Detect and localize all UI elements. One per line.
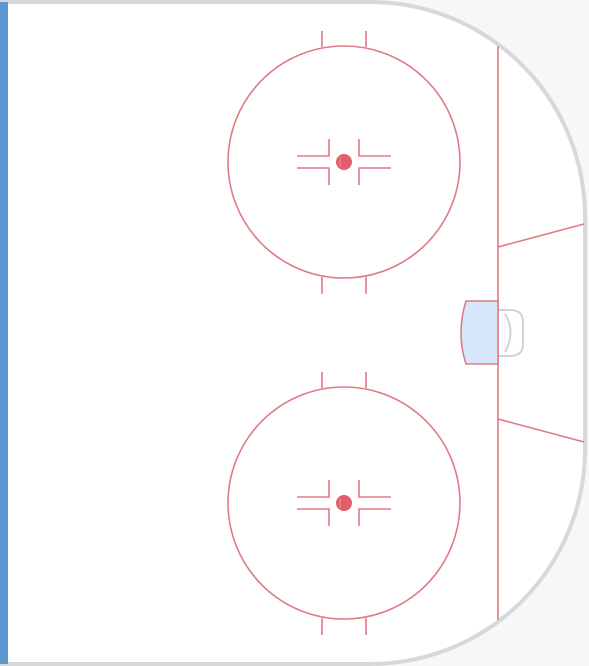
top-faceoff-dot [336, 154, 352, 170]
blue-line [0, 2, 8, 664]
goal-net-icon [499, 309, 524, 357]
bottom-faceoff-dot [336, 495, 352, 511]
top-faceoff-circle [227, 31, 461, 294]
bottom-faceoff-circle [227, 372, 461, 635]
trapezoid-lines [497, 223, 585, 443]
goal-crease [460, 300, 499, 365]
